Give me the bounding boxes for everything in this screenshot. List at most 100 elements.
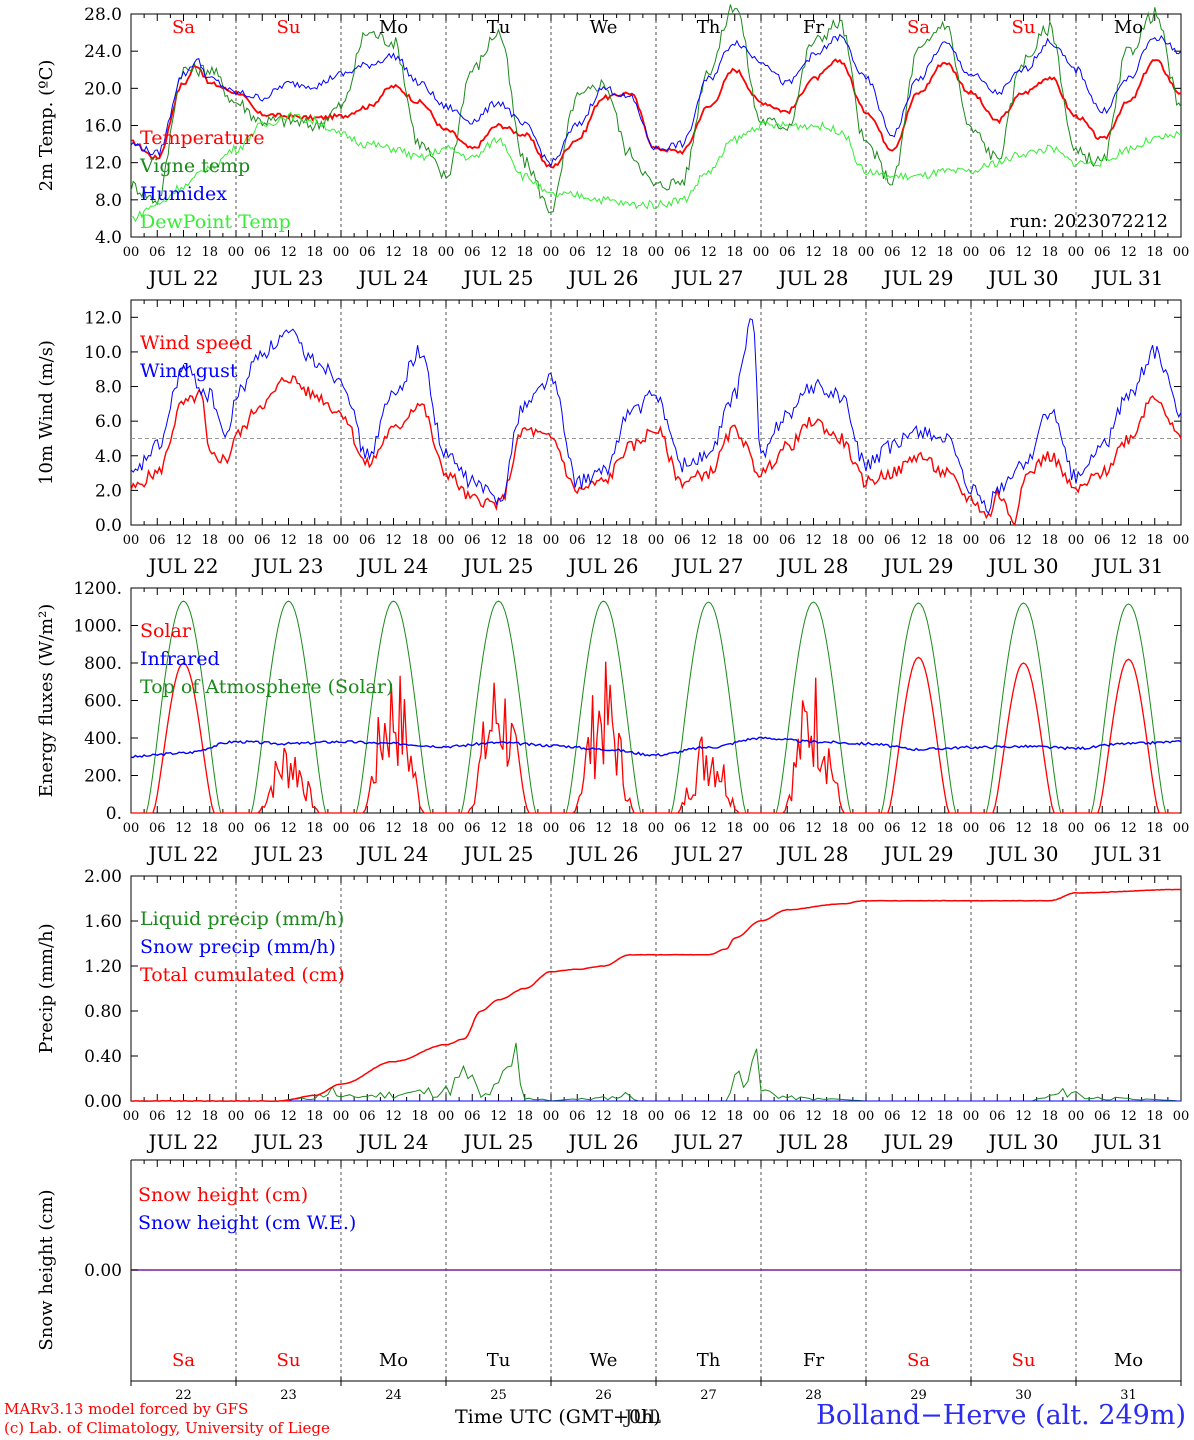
y-axis-title: Precip (mm/h): [36, 923, 57, 1053]
hour-label: 18: [1146, 533, 1163, 548]
date-label: JUL 22: [147, 1130, 219, 1154]
date-label: JUL 29: [882, 842, 954, 866]
weekday-label: Mo: [379, 1350, 408, 1371]
hour-label: 12: [700, 245, 717, 260]
series-line-solar: [131, 656, 1179, 814]
date-label: JUL 22: [147, 842, 219, 866]
hour-label: 06: [884, 245, 901, 260]
panel-3: 0. 200. 400. 600. 800. 1000. 1200. Energy fluxe…: [36, 579, 1189, 866]
hour-label: 06: [989, 245, 1006, 260]
hour-label: 06: [674, 533, 691, 548]
hour-label: 18: [411, 245, 428, 260]
hour-label: 12: [175, 245, 192, 260]
y-tick-label: 1000.: [73, 617, 122, 637]
hour-label: 00: [543, 245, 560, 260]
date-label: JUL 27: [672, 554, 744, 578]
date-label: JUL 29: [882, 1130, 954, 1154]
hour-label: 06: [464, 245, 481, 260]
hour-label: 00: [858, 1109, 875, 1124]
panel-4: 0.00 0.40 0.80 1.20 1.60 2.00 Precip (mm/h) Liq…: [36, 867, 1189, 1154]
y-tick-label: 1.60: [84, 912, 122, 932]
hour-label: 12: [490, 1109, 507, 1124]
hour-label: 06: [149, 533, 166, 548]
hour-label: 18: [936, 1109, 953, 1124]
y-tick-label: 0.80: [84, 1002, 122, 1022]
day-number: 22: [175, 1388, 192, 1403]
hour-label: 00: [1068, 1109, 1085, 1124]
hour-label: 06: [1094, 245, 1111, 260]
series-line-1: [130, 58, 1182, 169]
hour-label: 06: [569, 821, 586, 836]
hour-label: 00: [753, 1109, 770, 1124]
weekday-label: Su: [277, 17, 301, 38]
hour-label: 00: [963, 245, 980, 260]
hour-label: 00: [1068, 533, 1085, 548]
date-label: JUL 26: [567, 266, 639, 290]
y-tick-label: 6.0: [95, 412, 122, 432]
hour-label: 00: [438, 245, 455, 260]
weekday-label: Th: [697, 1350, 721, 1371]
hour-label: 06: [149, 821, 166, 836]
hour-label: 12: [490, 245, 507, 260]
hour-label: 00: [228, 533, 245, 548]
hour-label: 18: [201, 533, 218, 548]
hour-label: 18: [1041, 245, 1058, 260]
weekday-label: Mo: [379, 17, 408, 38]
hour-label: 18: [306, 245, 323, 260]
hour-label: 12: [1015, 245, 1032, 260]
date-label: JUL 27: [672, 1130, 744, 1154]
day-number: 24: [385, 1388, 402, 1403]
hour-label: 12: [1120, 245, 1137, 260]
hour-label: 18: [726, 821, 743, 836]
hour-label: 18: [516, 1109, 533, 1124]
station-name: Bolland−Herve (alt. 249m): [816, 1400, 1186, 1431]
hour-label: 12: [385, 533, 402, 548]
hour-label: 06: [1094, 533, 1111, 548]
y-tick-label: 20.0: [84, 79, 122, 99]
hour-label: 12: [595, 821, 612, 836]
hour-label: 00: [543, 1109, 560, 1124]
date-label: JUL 23: [252, 1130, 324, 1154]
day-number: 23: [280, 1388, 297, 1403]
hour-label: 00: [228, 821, 245, 836]
y-axis-title: 2m Temp. (ºC): [36, 60, 57, 192]
hour-label: 00: [963, 821, 980, 836]
weekday-label: Sa: [172, 17, 195, 38]
hour-label: 12: [385, 1109, 402, 1124]
y-tick-label: 8.0: [95, 378, 122, 398]
y-tick-label: 24.0: [84, 42, 122, 62]
hour-label: 18: [411, 1109, 428, 1124]
y-tick-label: 10.0: [84, 343, 122, 363]
hour-label: 06: [884, 1109, 901, 1124]
date-label: JUL 25: [462, 266, 534, 290]
y-tick-label: 800.: [84, 654, 122, 674]
date-label: JUL 22: [147, 554, 219, 578]
footer-model-credit: MARv3.13 model forced by GFS: [4, 1400, 249, 1418]
hour-label: 18: [621, 1109, 638, 1124]
y-tick-label: 0.00: [84, 1092, 122, 1112]
series-line-2: [130, 4, 1182, 214]
day-number: 30: [1015, 1388, 1032, 1403]
run-label: run: 2023072212: [1010, 211, 1168, 232]
hour-label: 18: [306, 821, 323, 836]
legend-entry: Wind speed: [140, 332, 252, 354]
hour-label: 06: [569, 533, 586, 548]
series-line-liquid: [131, 1042, 1177, 1102]
hour-label: 12: [805, 245, 822, 260]
legend-entry: Wind gust: [140, 360, 238, 382]
y-tick-label: 2.00: [84, 867, 122, 887]
date-label: JUL 31: [1092, 266, 1164, 290]
hour-label: 12: [1120, 1109, 1137, 1124]
date-label: JUL 31: [1092, 554, 1164, 578]
hour-label: 12: [1120, 821, 1137, 836]
hour-label: 00: [438, 821, 455, 836]
hour-label: 18: [516, 245, 533, 260]
legend-entry: Infrared: [140, 648, 220, 670]
weekday-label: Fr: [803, 1350, 824, 1371]
hour-label: 06: [359, 1109, 376, 1124]
legend-entry: Snow precip (mm/h): [140, 936, 336, 958]
hour-label: 12: [280, 1109, 297, 1124]
y-tick-label: 28.0: [84, 5, 122, 25]
series-line-4: [130, 111, 1182, 223]
hour-label: 18: [726, 533, 743, 548]
